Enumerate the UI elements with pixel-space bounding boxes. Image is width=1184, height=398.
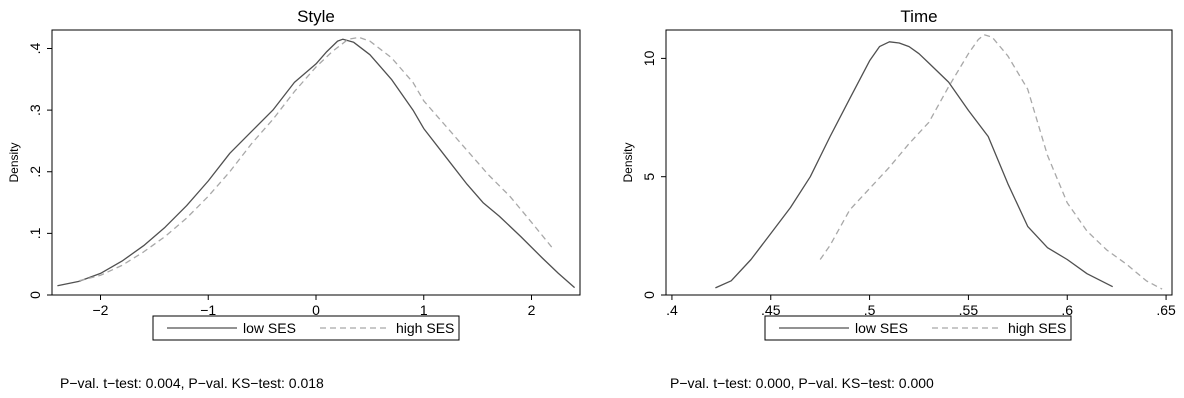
x-tick-label: .4 (666, 302, 678, 318)
x-tick-label: 0 (312, 302, 320, 318)
x-tick-label: .5 (864, 302, 876, 318)
footnote-time: P−val. t−test: 0.000, P−val. KS−test: 0.… (670, 375, 934, 391)
x-tick-label: 2 (528, 302, 536, 318)
y-tick-label: 10 (641, 50, 657, 66)
y-tick-label: .3 (27, 104, 43, 116)
y-axis-label: Density (7, 142, 21, 182)
x-tick-label: −1 (200, 302, 216, 318)
x-tick-label: .6 (1061, 302, 1073, 318)
y-axis-label: Density (621, 142, 635, 182)
legend-label: low SES (855, 320, 908, 336)
x-tick-label: .65 (1156, 302, 1176, 318)
y-tick-label: 0 (641, 291, 657, 299)
legend: low SES high SES (152, 315, 460, 341)
series-line-high-ses (819, 34, 1163, 290)
series-line-low-ses (57, 38, 576, 289)
x-tick-label: 1 (420, 302, 428, 318)
chart-time: Time.4.45.5.55.6.650510Share of time spe… (621, 7, 1176, 341)
x-tick-label: −2 (93, 302, 109, 318)
legend-label: high SES (1008, 320, 1066, 336)
legend: low SES high SES (764, 315, 1072, 341)
chart-title: Style (297, 7, 335, 26)
y-tick-label: .2 (27, 166, 43, 178)
y-tick-label: .4 (27, 42, 43, 54)
legend-label: high SES (396, 320, 454, 336)
plot-area (665, 29, 1173, 296)
x-tick-label: .55 (959, 302, 979, 318)
legend-label: low SES (243, 320, 296, 336)
chart-title: Time (900, 7, 937, 26)
x-tick-label: .45 (761, 302, 781, 318)
series-line-high-ses (78, 36, 554, 282)
series-line-low-ses (715, 41, 1113, 289)
chart-panel-time: Time.4.45.5.55.6.650510Share of time spe… (594, 0, 1184, 398)
footnote-style: P−val. t−test: 0.004, P−val. KS−test: 0.… (60, 375, 324, 391)
y-tick-label: 0 (27, 291, 43, 299)
y-tick-label: 5 (641, 173, 657, 181)
y-tick-label: .1 (27, 227, 43, 239)
